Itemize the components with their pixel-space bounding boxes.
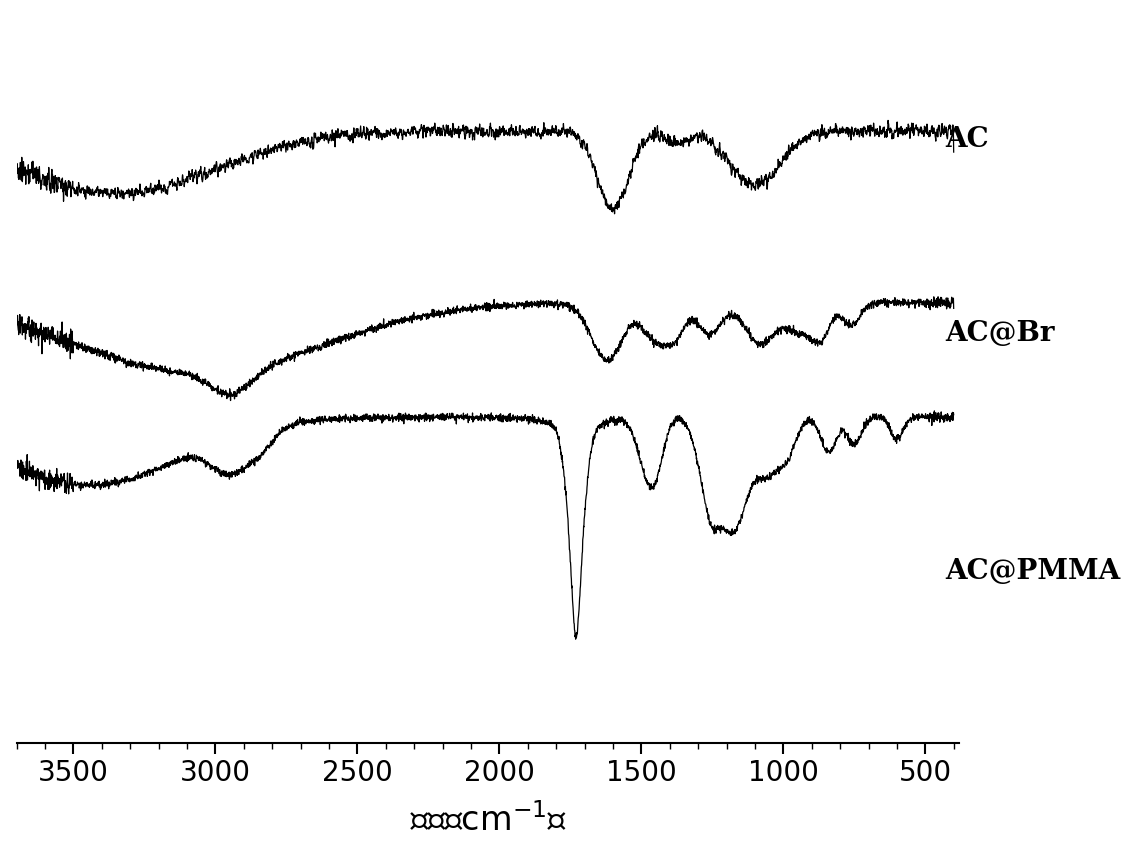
X-axis label: 波数（cm$^{-1}$）: 波数（cm$^{-1}$） <box>410 804 567 839</box>
Text: AC: AC <box>946 126 989 152</box>
Text: AC@Br: AC@Br <box>946 320 1055 346</box>
Text: AC@PMMA: AC@PMMA <box>946 558 1121 585</box>
